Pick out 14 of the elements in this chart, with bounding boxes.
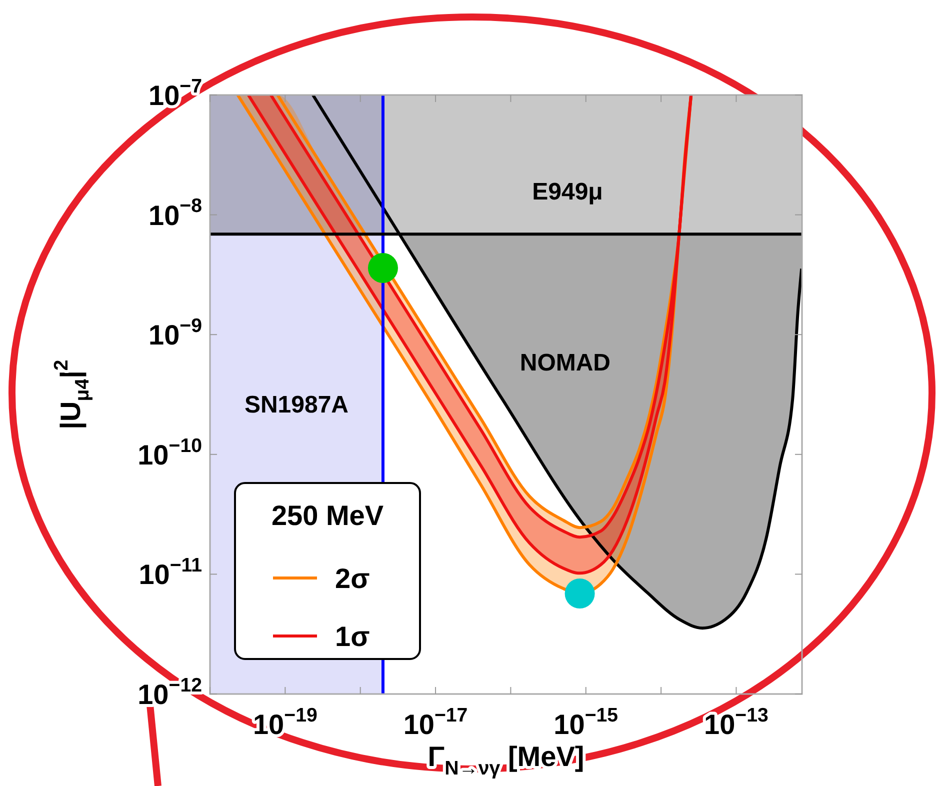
x-tick-label: 10$^{−17}$ [403,704,468,740]
y-tick-label: 10$^{−10}$ [138,434,202,470]
y-tick-label: 10$^{−7}$ [148,75,202,111]
y-tick-label: 10$^{−8}$ [148,195,202,231]
legend-label: 1σ [335,621,370,652]
x-tick-label: 10$^{−13}$ [704,704,769,740]
annotation: NOMAD [520,350,611,377]
legend-title: 250 MeV [271,500,384,531]
y-tick-label: 10$^{−9}$ [148,315,202,351]
legend-label: 2σ [335,563,370,594]
band-label: SN1987A [244,391,349,418]
x-tick-label: 10$^{−15}$ [554,704,618,740]
band-label: E949μ [532,178,603,206]
y-tick-label: 10$^{−11}$ [138,554,202,590]
